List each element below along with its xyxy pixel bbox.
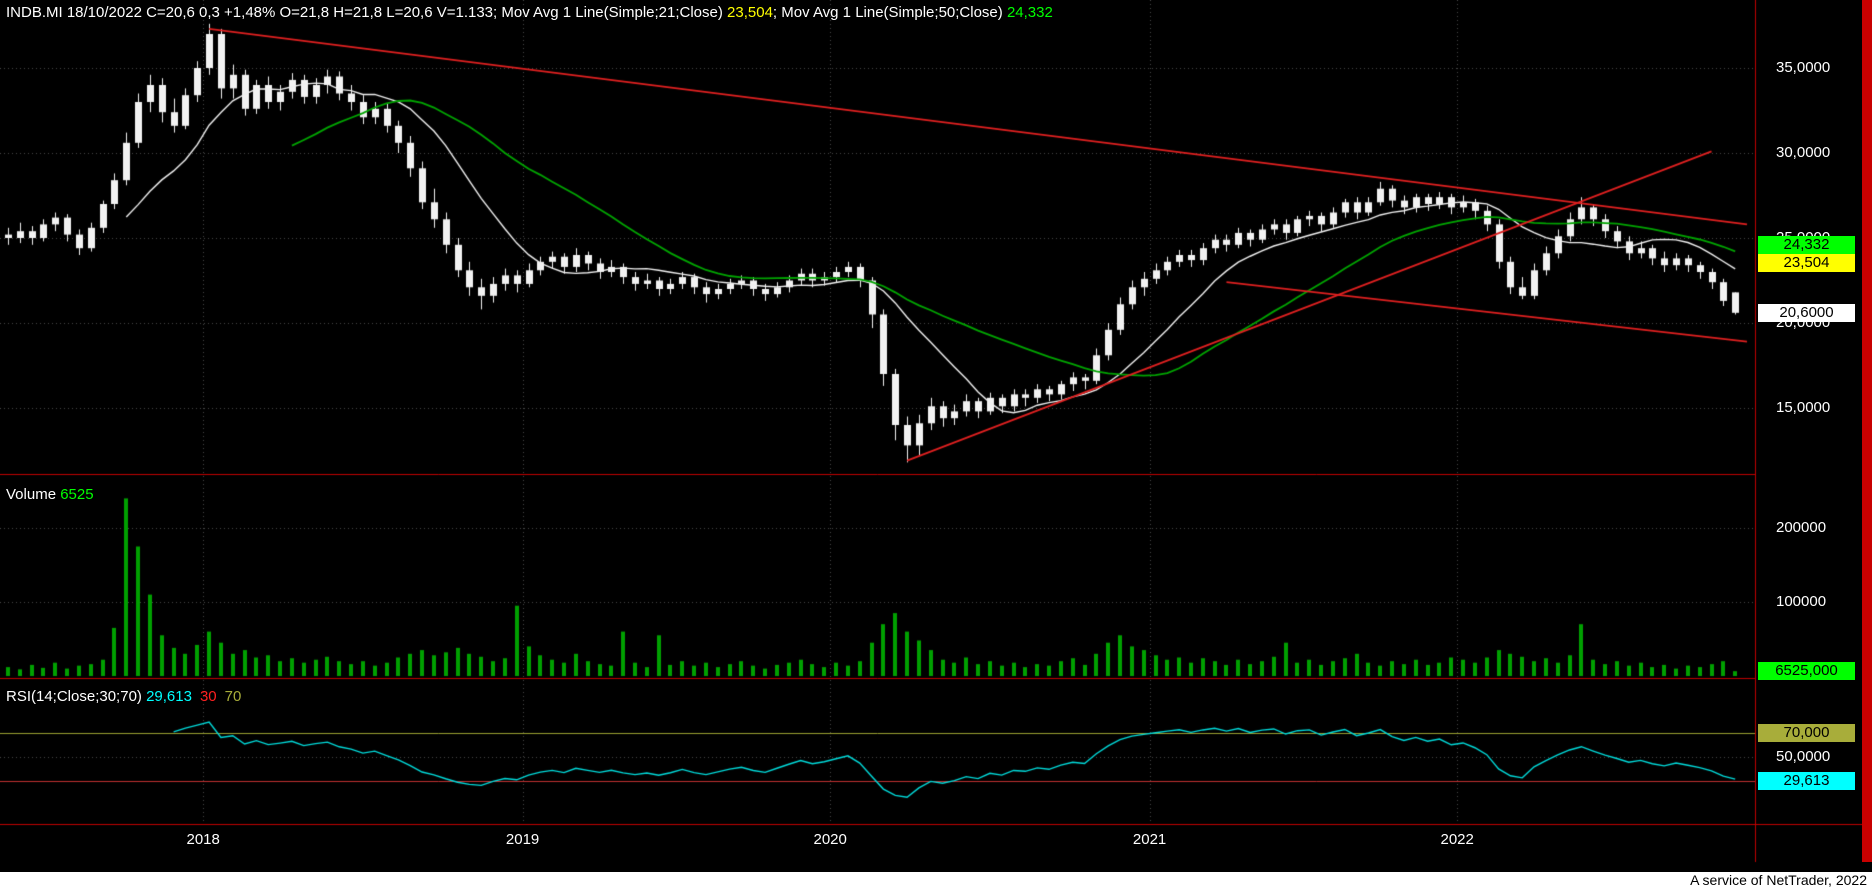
quote-info: INDB.MI 18/10/2022 C=20,6 0,3 +1,48% O=2… [6,4,498,21]
rsi-panel-label: RSI(14;Close;30;70) 29,613 30 70 [6,688,241,705]
ma2-value: 24,332 [1006,4,1053,21]
volume-panel-label: Volume 6525 [6,486,94,503]
rsi-oversold-level: 30 [199,688,217,705]
ma1-value: 23,504 [727,4,773,21]
branding-text: A service of NetTrader, 2022 [1690,872,1867,888]
price-chart-canvas[interactable] [0,0,1872,868]
rsi-overbought-level: 70 [224,688,242,705]
rsi-label-text: RSI(14;Close;30;70) [6,688,147,705]
ma2-label: Mov Avg 1 Line(Simple;50;Close) [777,4,1007,21]
chart-header: INDB.MI 18/10/2022 C=20,6 0,3 +1,48% O=2… [6,4,1053,21]
ma-separator: ; [772,4,778,21]
volume-label-text: Volume [6,486,61,503]
status-bar: A service of NetTrader, 2022 [0,872,1872,888]
volume-last-value: 6525 [60,486,94,503]
vertical-scrollbar[interactable] [1862,0,1872,862]
rsi-last-value: 29,613 [146,688,192,705]
ma1-label: Mov Avg 1 Line(Simple;21;Close) [497,4,728,21]
